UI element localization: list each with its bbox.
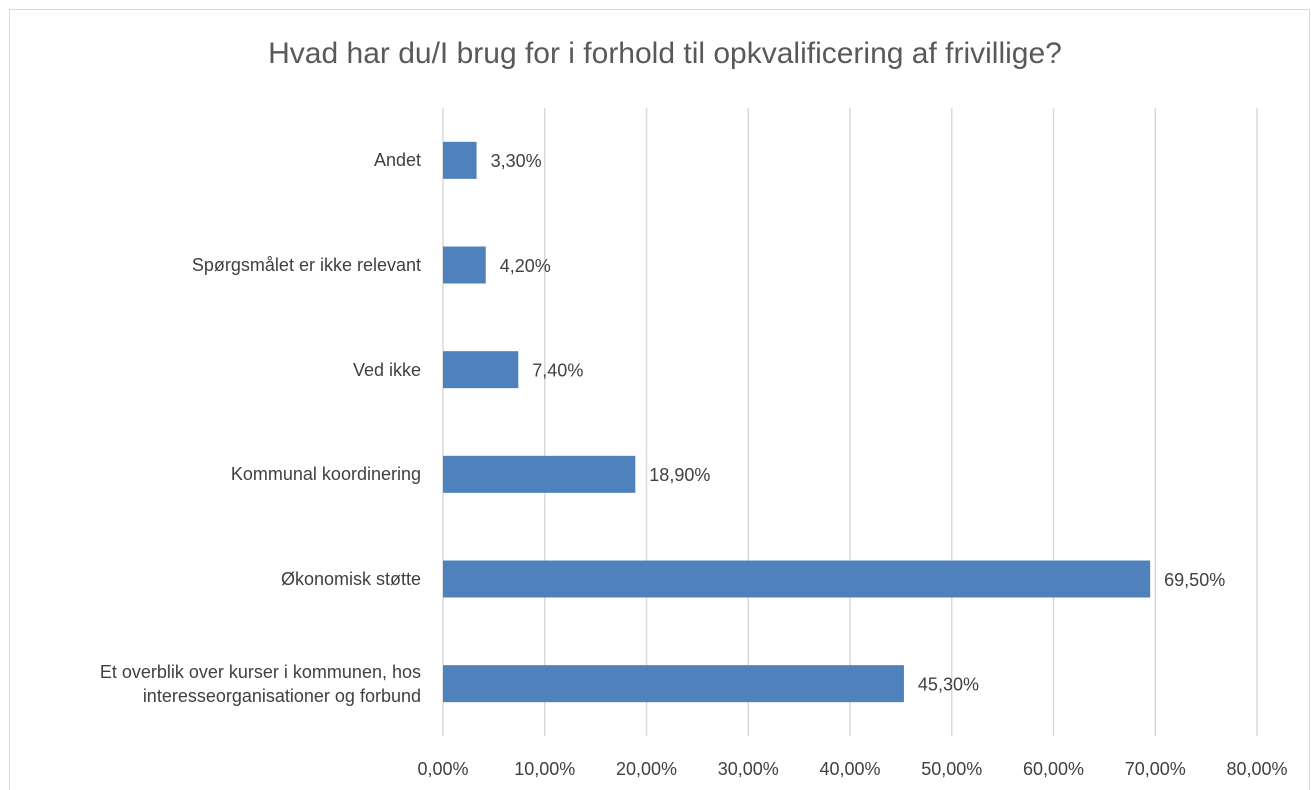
data-label: 4,20%: [500, 256, 551, 276]
x-tick-label: 0,00%: [417, 759, 468, 779]
y-tick-label: Et overblik over kurser i kommunen, hos …: [99, 661, 421, 706]
y-tick-label: Andet: [373, 150, 421, 171]
data-label: 69,50%: [1164, 570, 1225, 590]
bar: [443, 351, 519, 389]
x-tick-label: 70,00%: [1125, 759, 1186, 779]
chart-frame: [9, 9, 1310, 790]
data-label: 3,30%: [491, 151, 542, 171]
x-tick-label: 50,00%: [921, 759, 982, 779]
bar: [443, 455, 636, 493]
x-tick-label: 20,00%: [616, 759, 677, 779]
data-label: 18,90%: [649, 465, 710, 485]
chart-title: Hvad har du/I brug for i forhold til opk…: [268, 37, 1062, 70]
x-tick-label: 80,00%: [1226, 759, 1287, 779]
x-tick-label: 30,00%: [718, 759, 779, 779]
y-tick-label: Økonomisk støtte: [280, 569, 421, 589]
y-tick-label: Spørgsmålet er ikke relevant: [191, 255, 421, 275]
x-tick-label: 40,00%: [819, 759, 880, 779]
data-label: 45,30%: [918, 674, 979, 694]
x-tick-label: 10,00%: [514, 759, 575, 779]
data-label: 7,40%: [532, 360, 583, 380]
y-tick-label: Ved ikke: [352, 359, 421, 380]
y-tick-label: Kommunal koordinering: [230, 464, 421, 485]
bar: [443, 560, 1151, 598]
x-tick-label: 60,00%: [1023, 759, 1084, 779]
bar: [443, 665, 904, 703]
bar: [443, 246, 486, 284]
bar: [443, 141, 477, 179]
